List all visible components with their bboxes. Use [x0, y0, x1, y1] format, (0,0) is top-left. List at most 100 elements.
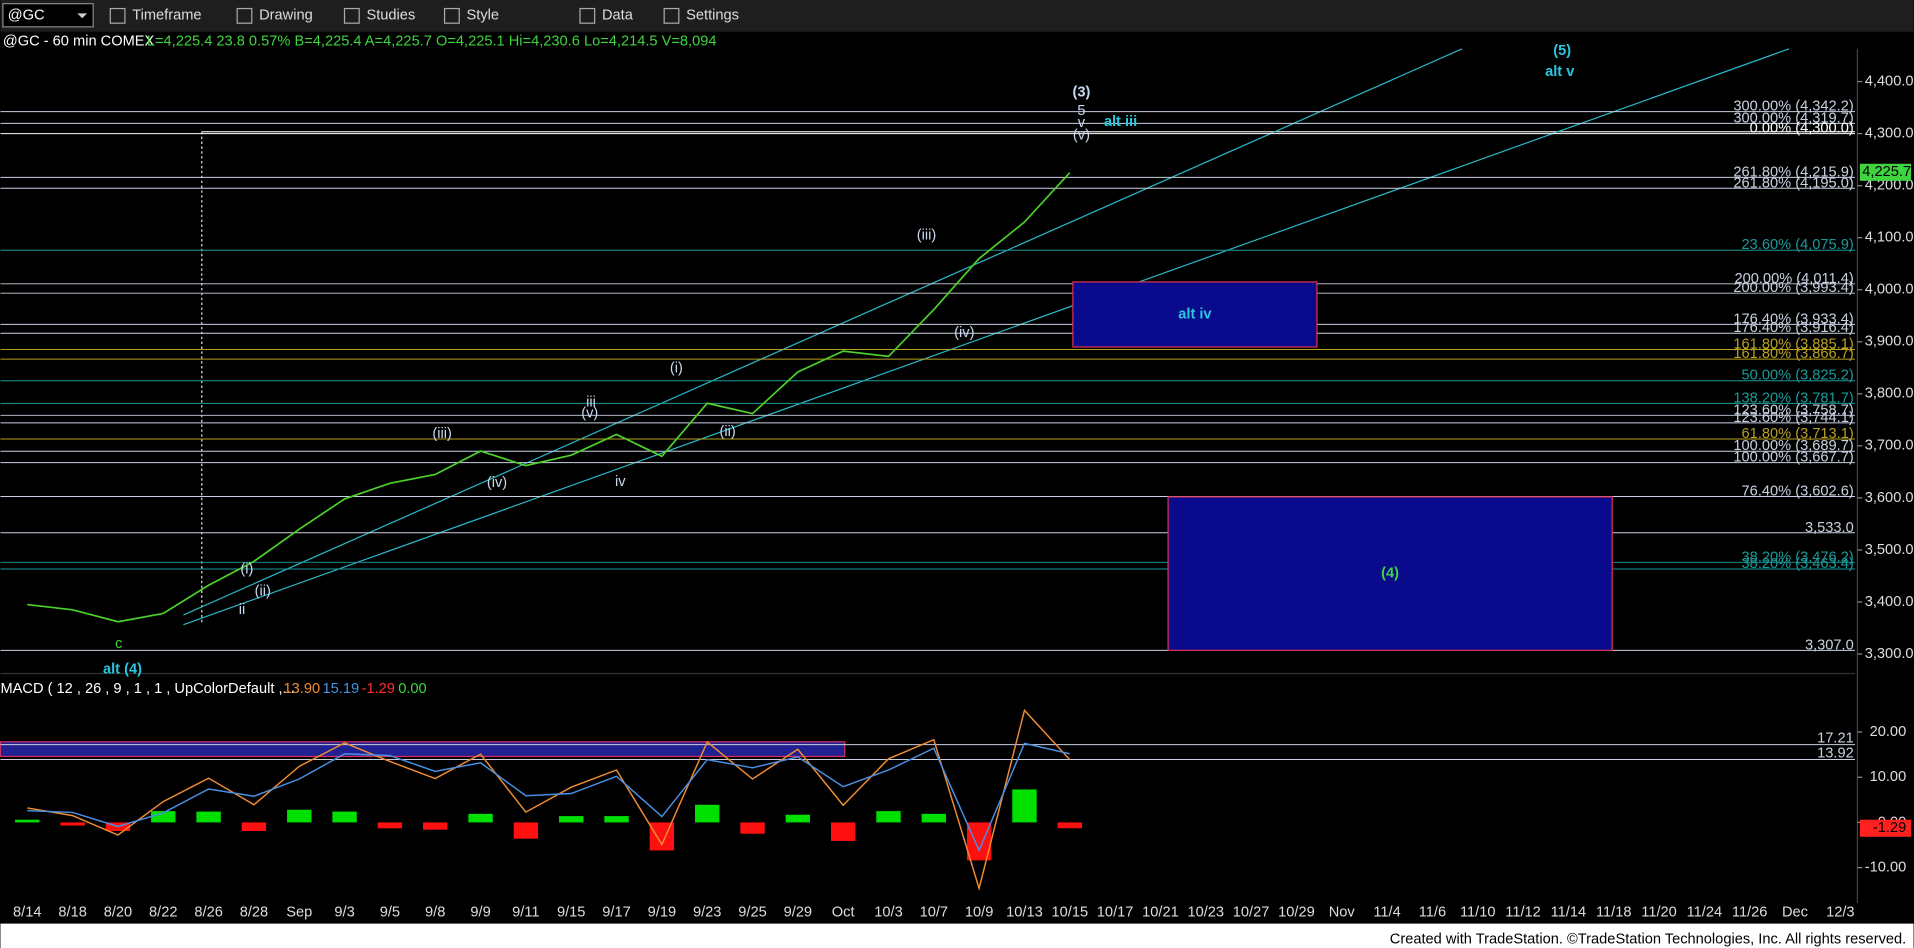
histogram-bar: [423, 822, 448, 830]
y-tick-label: 4,200.0: [1865, 178, 1914, 194]
y-tick-label: 4,100.0: [1865, 230, 1914, 246]
x-tick-label: 11/6: [1419, 904, 1446, 920]
toolbar-icon[interactable]: [663, 7, 680, 24]
toolbar-button[interactable]: Studies: [366, 8, 415, 24]
x-tick-label: 10/17: [1097, 904, 1134, 920]
toolbar-icon[interactable]: [236, 7, 253, 24]
x-tick-label: 10/15: [1051, 904, 1088, 920]
x-tick-label: Sep: [286, 904, 312, 920]
x-tick-label: 10/7: [920, 904, 948, 920]
quote-values: L=4,225.4 23.8 0.57% B=4,225.4 A=4,225.7…: [147, 33, 717, 49]
x-tick-label: 8/28: [240, 904, 268, 920]
x-tick-label: 8/20: [104, 904, 132, 920]
y-tick-label: 3,900.0: [1865, 334, 1914, 350]
toolbar-button[interactable]: Style: [467, 8, 500, 24]
x-tick-label: 10/21: [1142, 904, 1179, 920]
fib-label: 38.20% (3,476.2): [1742, 549, 1854, 565]
macd-zone: [0, 741, 846, 758]
x-tick-label: 9/3: [334, 904, 354, 920]
x-tick-label: 11/4: [1373, 904, 1400, 920]
fib-label: 123.60% (3,758.7): [1733, 402, 1853, 418]
fib-label: 38.20% (3,463.4): [1742, 556, 1854, 572]
wave-label: alt iii: [1104, 114, 1137, 130]
y-tick-label: 4,400.0: [1865, 73, 1914, 89]
y-tick-label: 4,300.0: [1865, 126, 1914, 142]
toolbar-icon[interactable]: [343, 7, 360, 24]
histogram-bar: [332, 811, 357, 823]
x-tick-label: 9/8: [425, 904, 445, 920]
x-tick-label: 10/3: [874, 904, 902, 920]
last-hist-box: [1859, 819, 1912, 837]
fib-label: 100.00% (3,667.7): [1733, 450, 1853, 466]
toolbar: [0, 0, 1914, 32]
fib-label: 50.00% (3,825.2): [1742, 368, 1854, 384]
wave-label: (i): [670, 360, 683, 376]
y-tick-label: 3,600.0: [1865, 490, 1914, 506]
wave-label: (iv): [487, 475, 507, 491]
y-tick-label: 3,800.0: [1865, 386, 1914, 402]
zone-label: (4): [1381, 565, 1399, 581]
x-tick-label: Dec: [1782, 904, 1808, 920]
fib-label: 3,307.0: [1805, 637, 1854, 653]
toolbar-icon[interactable]: [109, 7, 126, 24]
histogram-bar: [876, 811, 901, 823]
x-tick-label: 11/26: [1732, 904, 1768, 920]
toolbar-button[interactable]: Drawing: [259, 8, 313, 24]
histogram-bar: [559, 816, 584, 823]
fib-label: 100.00% (3,689.7): [1733, 438, 1853, 454]
toolbar-icon[interactable]: [579, 7, 596, 24]
wave-label: (ii): [255, 584, 271, 600]
wave-label: iv: [615, 474, 626, 490]
x-tick-label: 10/9: [965, 904, 993, 920]
histogram-bar: [377, 822, 403, 829]
x-tick-label: 11/18: [1596, 904, 1632, 920]
x-tick-label: 9/5: [380, 904, 400, 920]
histogram-bar: [740, 822, 765, 834]
histogram-bar: [15, 819, 40, 823]
histogram-bar: [196, 811, 221, 823]
x-tick-label: 11/20: [1641, 904, 1677, 920]
histogram-bar: [921, 813, 947, 823]
toolbar-button[interactable]: Data: [602, 8, 634, 24]
x-tick-label: 9/29: [784, 904, 812, 920]
symbol-box[interactable]: [2, 3, 94, 28]
last-price-box: [1859, 163, 1912, 181]
x-tick-label: 8/22: [149, 904, 177, 920]
histogram-bar: [241, 822, 267, 832]
x-tick-label: 9/25: [738, 904, 766, 920]
fib-label: 261.80% (4,215.9): [1733, 164, 1853, 180]
y-tick-label: 10.00: [1870, 769, 1907, 785]
y-tick-label: 4,000.0: [1865, 282, 1914, 298]
dropdown: [77, 13, 88, 19]
toolbar-icon[interactable]: [443, 7, 460, 24]
fib-label: 76.40% (3,602.6): [1742, 484, 1854, 500]
toolbar-button[interactable]: Timeframe: [132, 8, 201, 24]
x-tick-label: 11/24: [1687, 904, 1723, 920]
macd-legend-value: 0.00: [398, 681, 426, 697]
x-tick-label: Oct: [832, 904, 855, 920]
x-tick-label: 8/14: [13, 904, 41, 920]
macd-level-label: 13.92: [1817, 745, 1854, 761]
macd-line: [27, 742, 1070, 853]
fib-label: 123.60% (3,744.1): [1733, 410, 1853, 426]
wave-label: (v): [581, 405, 598, 421]
macd-line: [27, 708, 1071, 892]
y-tick-label: 3,700.0: [1865, 438, 1914, 454]
footer-bar: [0, 923, 1914, 948]
x-tick-label: 11/14: [1551, 904, 1587, 920]
macd-title: MACD ( 12 , 26 , 9 , 1 , 1 , UpColorDefa…: [0, 681, 294, 697]
x-tick-label: 9/15: [557, 904, 585, 920]
x-tick-label: 12/3: [1826, 904, 1854, 920]
fib-label: 0.00% (4,300.0): [1750, 121, 1854, 137]
y-tick-label: 20.00: [1870, 724, 1907, 740]
x-tick-label: Nov: [1329, 904, 1356, 920]
toolbar-button[interactable]: Settings: [686, 8, 739, 24]
y-tick-label: 3,500.0: [1865, 542, 1914, 558]
fib-label: 176.40% (3,916.4): [1733, 320, 1853, 336]
macd-level-label: 17.21: [1817, 730, 1854, 746]
fib-label: 261.80% (4,195.0): [1733, 175, 1853, 191]
x-tick-label: 11/12: [1505, 904, 1541, 920]
wave-label: v: [1078, 115, 1086, 131]
last-price-label: 4,225.7: [1862, 164, 1911, 180]
wave-label: (i): [240, 562, 253, 578]
